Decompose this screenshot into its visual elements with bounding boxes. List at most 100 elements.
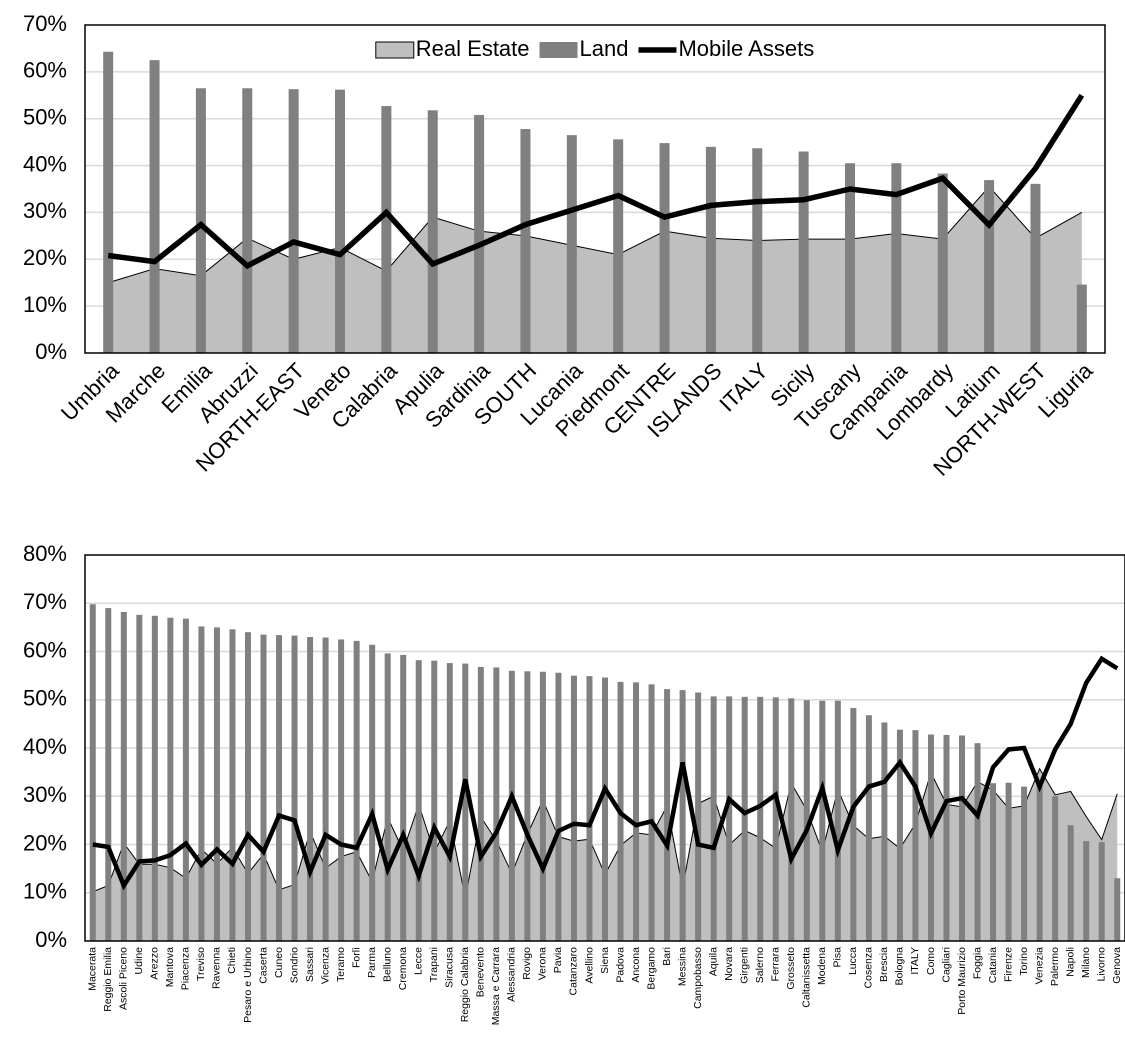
y-tick-label: 50% [23, 105, 67, 130]
x-tick-label: Pavia [552, 947, 564, 973]
bar [89, 604, 96, 941]
legend-swatch [375, 41, 415, 59]
x-tick-label: Chieti [226, 947, 238, 974]
x-tick-label: Reggio Emilia [102, 947, 114, 1012]
bar [990, 783, 997, 941]
bar [151, 615, 158, 941]
x-tick-label: Ancona [630, 947, 642, 983]
x-tick-label: Lucca [847, 947, 859, 975]
legend-label: Land [580, 36, 629, 61]
bar [555, 672, 562, 941]
x-tick-label: Sondrio [288, 947, 300, 983]
bar [353, 640, 360, 941]
legend-label: Mobile Assets [678, 36, 814, 61]
bar [198, 626, 205, 941]
y-tick-label: 20% [23, 245, 67, 270]
bar [881, 722, 888, 941]
x-tick-label: Rovigo [521, 947, 533, 980]
bar [741, 696, 748, 941]
bar [664, 689, 671, 941]
x-tick-label: Torino [1018, 947, 1030, 976]
x-tick-label: Cuneo [273, 947, 285, 978]
x-tick-label: Pesaro e Urbino [242, 947, 254, 1023]
x-tick-label: Sassari [304, 947, 316, 982]
bar [1067, 825, 1074, 941]
x-tick-label: Alessandria [506, 947, 518, 1002]
y-tick-label: 10% [23, 292, 67, 317]
bar [520, 129, 531, 353]
x-tick-label: Bari [661, 947, 673, 966]
bar [508, 670, 515, 941]
bar [1036, 785, 1043, 941]
x-tick-label: Campobasso [692, 947, 704, 1009]
bar [896, 729, 903, 941]
x-tick-label: Parma [366, 947, 378, 978]
x-tick-label: Venezia [1033, 947, 1045, 985]
bar [705, 146, 716, 353]
x-tick-label: Ravenna [211, 947, 223, 989]
bar [477, 666, 484, 941]
x-tick-label: Liguria [1033, 357, 1098, 422]
x-tick-label: Novara [723, 947, 735, 981]
bar [1114, 878, 1121, 941]
bar [446, 663, 453, 941]
bar [1098, 842, 1105, 941]
area-outline [108, 185, 1083, 284]
bar [803, 700, 810, 941]
x-tick-label: Bergamo [645, 947, 657, 990]
bar [474, 114, 485, 353]
bar [431, 660, 438, 941]
x-tick-label: Grosseto [785, 947, 797, 990]
bar [834, 700, 841, 941]
x-tick-label: Cosenza [863, 947, 875, 989]
x-tick-label: Bologna [894, 947, 906, 986]
bar [260, 634, 267, 941]
x-tick-label: Massa e Carrara [490, 947, 502, 1025]
bar [384, 653, 391, 941]
bar [291, 635, 298, 941]
bar [1021, 786, 1028, 941]
y-tick-label: 60% [23, 637, 67, 662]
x-tick-label: Catanzaro [568, 947, 580, 996]
bar [427, 110, 438, 353]
bar [381, 106, 392, 353]
x-tick-label: Verona [537, 947, 549, 980]
x-tick-label: Como [925, 947, 937, 975]
x-tick-label: Avellino [583, 947, 595, 984]
x-tick-label: Piacenza [180, 947, 192, 990]
x-tick-label: Belluno [381, 947, 393, 982]
plot-frame [84, 554, 1125, 942]
x-tick-label: Arezzo [149, 947, 161, 980]
y-tick-label: 10% [23, 879, 67, 904]
bar [213, 627, 220, 941]
bar [335, 89, 345, 354]
x-tick-label: Cremona [397, 947, 409, 990]
bar [1030, 183, 1041, 353]
x-tick-label: Modena [816, 947, 828, 985]
x-tick-label: Vicenza [319, 947, 331, 984]
bar [679, 690, 686, 941]
bar [757, 696, 764, 941]
bar [103, 51, 114, 354]
bar [602, 677, 608, 941]
x-tick-label: Forlì [350, 947, 362, 968]
bar [229, 629, 236, 941]
bar [182, 618, 189, 941]
x-tick-label: Caltanissetta [801, 947, 813, 1008]
x-tick-label: Palermo [1049, 947, 1061, 986]
bar [912, 730, 919, 941]
bar [1076, 284, 1087, 353]
y-tick-label: 30% [23, 198, 67, 223]
y-tick-label: 60% [23, 58, 67, 83]
x-tick-label: Teramo [335, 947, 347, 982]
bar [819, 700, 826, 941]
bar [726, 696, 733, 941]
bar [1083, 841, 1090, 941]
y-tick-label: 80% [23, 541, 67, 566]
x-tick-label: Ferrara [770, 947, 782, 982]
bar [974, 743, 981, 941]
bar [1052, 796, 1059, 941]
bar [850, 707, 857, 941]
bar [752, 148, 763, 353]
